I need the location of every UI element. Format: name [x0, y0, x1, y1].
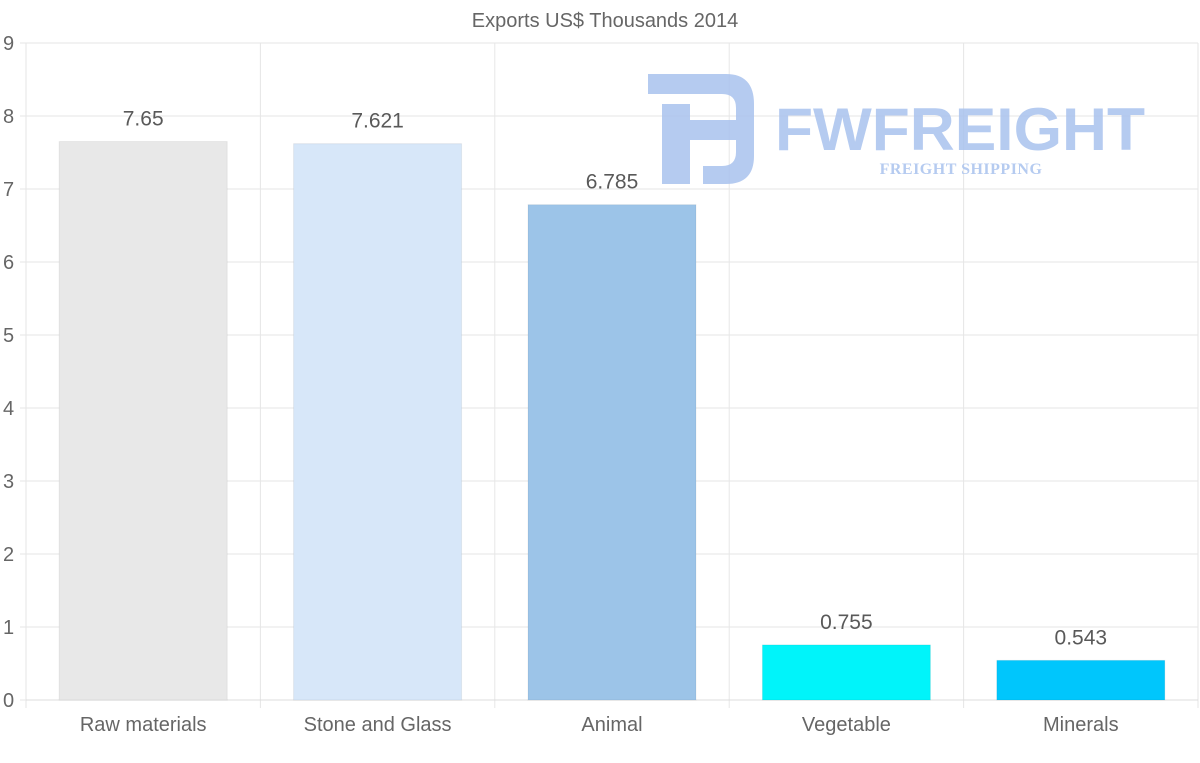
bar-stone-and-glass — [293, 143, 463, 701]
watermark-tagline: FREIGHT SHIPPING — [880, 161, 1043, 178]
x-tick-label: Minerals — [1043, 714, 1119, 736]
bar-animal — [527, 204, 697, 701]
y-tick-label: 4 — [3, 398, 14, 420]
x-tick-label: Vegetable — [802, 714, 891, 736]
y-tick-label: 1 — [3, 617, 14, 639]
y-tick-label: 9 — [3, 33, 14, 55]
y-tick-label: 2 — [3, 544, 14, 566]
bars: 7.65 7.621 6.785 0.755 0.543 — [58, 108, 1166, 701]
watermark-brand: FWFREIGHT — [775, 96, 1145, 163]
bar-value-label: 7.65 — [123, 108, 164, 131]
x-tick-label: Raw materials — [80, 714, 207, 736]
y-axis: 0 1 2 3 4 5 6 7 8 9 — [3, 33, 14, 712]
bar-value-label: 0.543 — [1055, 626, 1108, 649]
watermark: FWFREIGHT FREIGHT SHIPPING — [648, 74, 1145, 184]
x-axis: Raw materials Stone and Glass Animal Vegeta… — [80, 714, 1119, 736]
bar-value-label: 6.785 — [586, 171, 639, 194]
bar-vegetable — [761, 644, 931, 701]
x-tick-label: Stone and Glass — [304, 714, 452, 736]
bar-minerals — [996, 659, 1166, 701]
y-tick-label: 3 — [3, 471, 14, 493]
fwfreight-logo-icon — [648, 74, 754, 184]
y-tick-label: 7 — [3, 179, 14, 201]
bar-raw-materials — [58, 141, 228, 701]
y-tick-label: 5 — [3, 325, 14, 347]
chart-title: Exports US$ Thousands 2014 — [472, 10, 738, 32]
bar-value-label: 7.621 — [351, 110, 404, 133]
y-tick-label: 8 — [3, 106, 14, 128]
y-tick-label: 6 — [3, 252, 14, 274]
bar-value-label: 0.755 — [820, 611, 873, 634]
y-tick-label: 0 — [3, 690, 14, 712]
x-tick-label: Animal — [581, 714, 642, 736]
